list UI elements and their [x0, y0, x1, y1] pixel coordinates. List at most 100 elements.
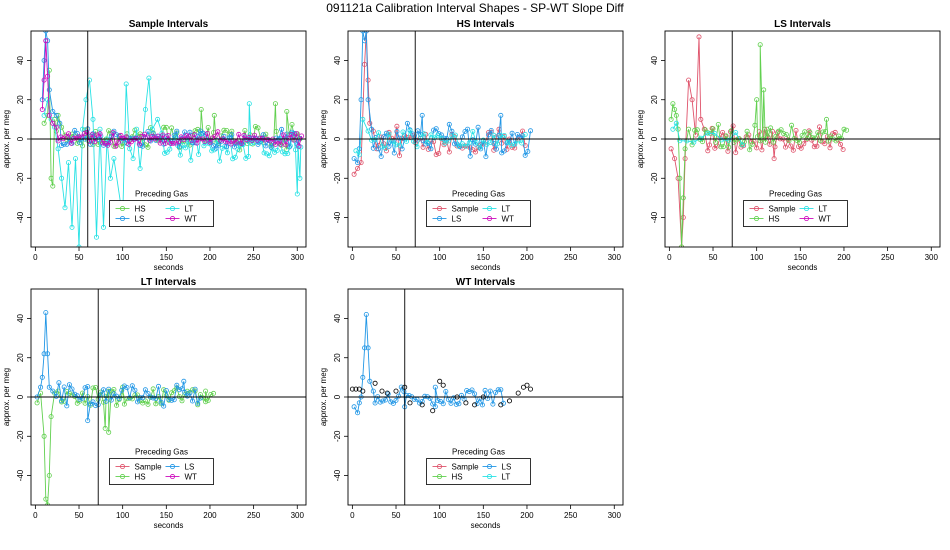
legend-swatch-point — [436, 464, 442, 470]
x-tick-label: 250 — [564, 253, 578, 262]
data-point — [50, 120, 56, 126]
data-point — [226, 135, 232, 141]
data-point — [773, 133, 779, 139]
x-tick-label: 0 — [350, 511, 355, 520]
data-point — [294, 191, 300, 197]
legend-swatch-point — [486, 216, 492, 222]
data-point — [213, 145, 219, 151]
panel-lt-intervals: LT Intervals 0 50 100 150 200 250 300 -40 -20 0 20 4… — [2, 277, 307, 530]
data-point — [216, 142, 222, 148]
data-point — [441, 135, 447, 141]
data-point — [90, 131, 96, 137]
data-point — [181, 378, 187, 384]
data-point — [284, 109, 290, 115]
data-point — [111, 156, 117, 162]
data-point — [783, 144, 789, 150]
data-point — [106, 388, 112, 394]
data-point — [362, 61, 368, 67]
y-tick-label: 0 — [333, 394, 342, 399]
x-tick-label: 100 — [116, 253, 130, 262]
data-point — [733, 150, 739, 156]
data-point — [351, 171, 357, 177]
data-point — [459, 141, 465, 147]
x-tick-label: 300 — [291, 511, 305, 520]
data-point — [728, 128, 734, 134]
data-point — [188, 157, 194, 163]
data-point — [278, 141, 284, 147]
data-point — [164, 149, 170, 155]
data-point — [383, 148, 389, 154]
data-point — [522, 131, 528, 137]
data-point — [121, 383, 127, 389]
x-tick-label: 200 — [203, 511, 217, 520]
data-point — [747, 147, 753, 153]
x-tick-label: 150 — [477, 511, 491, 520]
data-point — [433, 126, 439, 132]
data-point — [430, 401, 436, 407]
data-point — [50, 183, 56, 189]
x-axis-label: seconds — [471, 521, 501, 530]
data-point — [440, 382, 446, 388]
data-point — [80, 395, 86, 401]
data-point — [798, 145, 804, 151]
data-point — [232, 154, 238, 160]
figure-title: 091121a Calibration Interval Shapes - SP… — [326, 1, 624, 15]
data-point — [398, 384, 404, 390]
data-point — [146, 75, 152, 81]
data-point — [124, 385, 130, 391]
data-point — [205, 397, 211, 403]
data-point — [150, 386, 156, 392]
data-point — [82, 400, 88, 406]
data-point — [380, 398, 386, 404]
plot-area — [351, 31, 534, 177]
data-point — [498, 133, 504, 139]
data-point — [422, 393, 428, 399]
x-tick-label: 100 — [433, 253, 447, 262]
data-point — [45, 97, 51, 103]
data-point — [407, 128, 413, 134]
data-point — [772, 144, 778, 150]
data-point — [167, 146, 173, 152]
data-point — [163, 387, 169, 393]
data-point — [168, 140, 174, 146]
data-point — [224, 127, 230, 133]
data-point — [274, 147, 280, 153]
plot-frame — [664, 30, 941, 248]
data-point — [82, 385, 88, 391]
data-point — [81, 131, 87, 137]
data-point — [43, 310, 49, 316]
data-point — [111, 391, 117, 397]
x-tick-label: 300 — [608, 253, 622, 262]
data-point — [710, 126, 716, 132]
data-point — [90, 385, 96, 391]
data-point — [228, 141, 234, 147]
data-point — [107, 175, 113, 181]
data-point — [477, 145, 483, 151]
legend-swatch-point — [120, 474, 126, 480]
y-axis-label: approx. per meg — [636, 110, 645, 168]
series-wt — [39, 38, 305, 149]
x-tick-label: 0 — [667, 253, 672, 262]
data-point — [197, 395, 203, 401]
data-point — [378, 153, 384, 159]
y-tick-label: -20 — [16, 172, 25, 184]
legend-box — [743, 200, 848, 227]
legend-swatch-point — [486, 206, 492, 212]
data-point — [101, 399, 107, 405]
data-point — [149, 126, 155, 132]
data-point — [372, 380, 378, 386]
data-point — [379, 388, 385, 394]
legend-entry-ls: LS — [482, 463, 511, 472]
data-point — [841, 126, 847, 132]
plot-frame — [347, 30, 624, 248]
data-point — [396, 142, 402, 148]
data-point — [116, 395, 122, 401]
data-point — [686, 77, 692, 83]
data-point — [94, 132, 100, 138]
data-point — [145, 390, 151, 396]
data-point — [74, 140, 80, 146]
legend-entry-hs: HS — [749, 215, 780, 224]
data-point — [80, 390, 86, 396]
legend-entry-hs: HS — [115, 205, 146, 214]
legend-entry-sample: Sample — [432, 463, 479, 472]
